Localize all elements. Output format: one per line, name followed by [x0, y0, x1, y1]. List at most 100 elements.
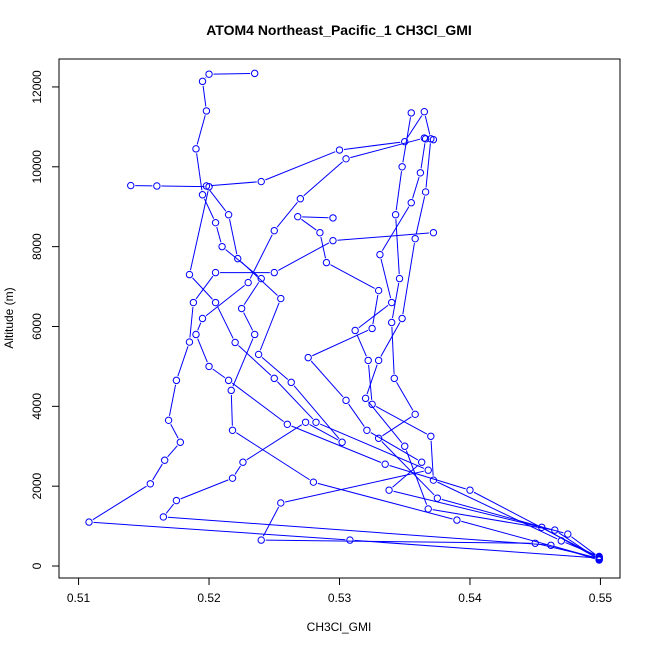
series-segment	[380, 258, 392, 299]
series-segment	[406, 115, 423, 139]
series-segment	[391, 326, 395, 374]
data-point	[453, 516, 461, 524]
data-point	[205, 183, 213, 191]
data-point	[398, 163, 406, 171]
x-tick-label: 0.51	[67, 591, 91, 605]
data-point	[301, 418, 310, 426]
series-segment	[261, 356, 289, 380]
data-point	[85, 518, 93, 526]
data-point	[557, 537, 565, 545]
series-segment	[196, 115, 206, 145]
series-segment	[368, 364, 373, 400]
series-segment	[354, 539, 595, 559]
data-point	[411, 410, 419, 419]
data-point	[429, 228, 438, 237]
series-segment	[437, 481, 558, 540]
series-segment	[389, 465, 466, 490]
data-point	[312, 418, 320, 426]
x-axis: 0.51 0.52 0.53 0.54 0.55	[67, 577, 612, 605]
series-segment	[246, 424, 303, 461]
data-point	[401, 442, 409, 450]
series-segment	[265, 539, 531, 544]
series-segment	[195, 275, 214, 300]
series-segment	[197, 322, 202, 331]
series-segment	[216, 226, 222, 243]
series-segment	[205, 284, 245, 317]
data-point	[234, 254, 242, 263]
data-point	[424, 505, 432, 513]
series-segment	[320, 236, 326, 259]
series-segment	[192, 277, 213, 300]
data-point	[283, 420, 292, 428]
data-point	[595, 552, 603, 561]
data-point	[304, 353, 312, 362]
data-point	[416, 169, 425, 177]
series-segment	[167, 445, 178, 458]
series-segment	[565, 542, 596, 556]
data-point	[172, 496, 181, 505]
data-point	[390, 374, 398, 383]
data-point	[224, 376, 233, 385]
series-segment	[312, 329, 369, 357]
series-segment	[366, 364, 378, 395]
series-segment	[393, 490, 538, 527]
series-segment	[348, 403, 365, 427]
series-segment	[161, 185, 205, 188]
series-segment	[189, 191, 209, 271]
series-segment	[243, 312, 254, 331]
data-point	[228, 474, 237, 482]
data-point	[146, 480, 155, 488]
series-segment	[189, 306, 194, 338]
data-point	[387, 298, 396, 307]
data-point	[277, 294, 285, 303]
data-point	[322, 258, 331, 267]
series-segment	[356, 334, 367, 357]
data-point	[374, 286, 383, 295]
series-segment	[208, 189, 227, 212]
series-segment	[293, 385, 340, 440]
data-point	[342, 396, 350, 405]
series-segment	[213, 72, 251, 75]
series-segment	[217, 306, 234, 339]
series-segment	[405, 450, 428, 505]
data-point	[205, 362, 213, 371]
y-tick-label: 8000	[30, 233, 44, 260]
series-segment	[243, 282, 260, 306]
x-tick-label: 0.52	[197, 591, 221, 605]
series-segment	[330, 264, 375, 289]
series-segment	[93, 521, 346, 541]
data-point	[551, 526, 559, 534]
series-segment	[165, 503, 175, 514]
data-point	[364, 356, 372, 365]
data-point	[429, 135, 438, 144]
data-point	[192, 145, 200, 153]
y-tick-label: 10000	[30, 150, 44, 184]
x-tick-label: 0.53	[328, 591, 352, 605]
data-point	[351, 326, 359, 335]
data-point	[374, 434, 383, 442]
series-segment	[302, 216, 329, 219]
data-point	[376, 250, 384, 259]
series-segment	[229, 219, 238, 255]
y-tick-label: 4000	[30, 393, 44, 420]
data-point	[159, 513, 168, 521]
series-segment	[197, 338, 208, 363]
data-point	[192, 330, 200, 339]
data-point	[189, 298, 198, 307]
data-point	[429, 476, 438, 484]
data-point	[198, 77, 207, 86]
y-tick-label: 2000	[30, 473, 44, 500]
series-segment	[210, 181, 257, 187]
data-point	[257, 536, 265, 544]
x-tick-label: 0.54	[458, 591, 482, 605]
data-point	[277, 499, 285, 507]
series-segment	[168, 384, 177, 416]
series-segment	[167, 516, 547, 546]
data-point	[198, 314, 207, 323]
data-point	[411, 234, 419, 243]
series-segment	[441, 498, 564, 534]
data-point	[254, 350, 263, 359]
series-segment	[425, 143, 431, 188]
data-point	[244, 278, 252, 287]
